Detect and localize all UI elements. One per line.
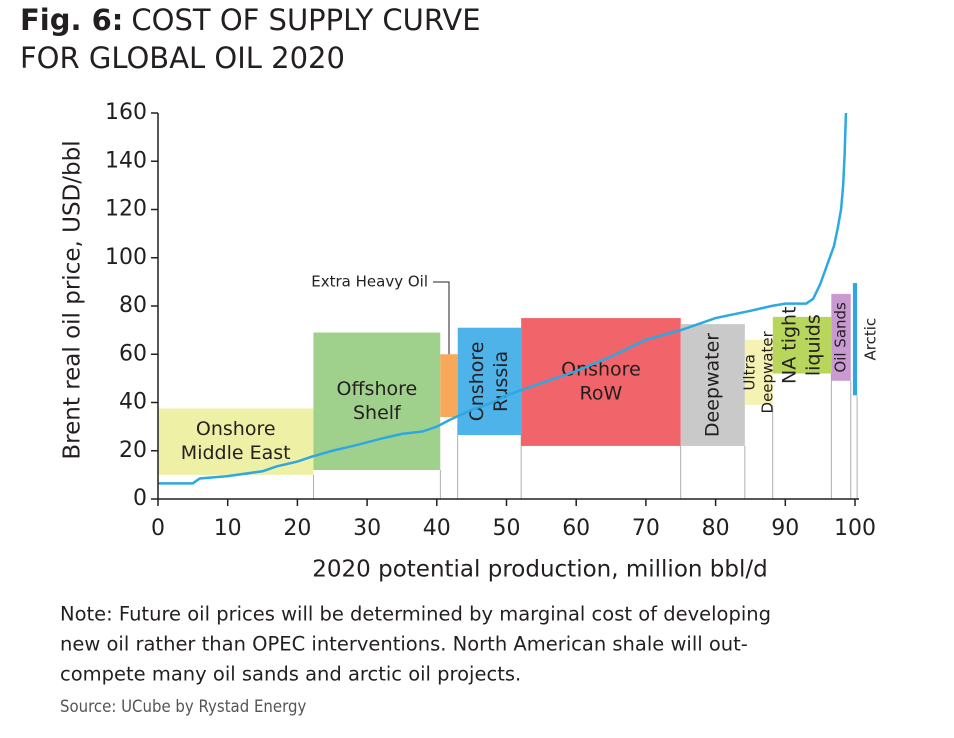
x-tick-label: 50 bbox=[493, 516, 521, 541]
x-axis-label: 2020 potential production, million bbl/d bbox=[312, 557, 767, 583]
y-tick-label: 20 bbox=[119, 438, 147, 463]
y-axis-label: Brent real oil price, USD/bbl bbox=[60, 140, 86, 459]
segment-label: Ultra bbox=[740, 354, 758, 390]
segment-box bbox=[744, 339, 773, 405]
y-tick-label: 160 bbox=[105, 100, 147, 125]
x-tick-label: 40 bbox=[423, 516, 451, 541]
segment-box bbox=[852, 283, 858, 396]
y-tick-label: 140 bbox=[105, 148, 147, 173]
segment-label: Arctic bbox=[862, 318, 880, 361]
segment-box bbox=[440, 354, 458, 417]
title-line: FOR GLOBAL OIL 2020 bbox=[20, 41, 345, 75]
segment-label: Extra Heavy Oil bbox=[311, 273, 428, 291]
segment-box bbox=[313, 332, 441, 471]
x-tick-label: 0 bbox=[151, 516, 165, 541]
segment-label: Deepwater bbox=[758, 330, 776, 413]
segment-label: Deepwater bbox=[701, 333, 723, 437]
x-tick-label: 100 bbox=[834, 516, 876, 541]
y-tick-label: 80 bbox=[119, 293, 147, 318]
segment-box bbox=[457, 327, 522, 436]
segment-box bbox=[831, 293, 851, 381]
callout-line bbox=[433, 281, 450, 355]
note-line: new oil rather than OPEC interventions. … bbox=[60, 633, 748, 656]
x-tick-label: 10 bbox=[214, 516, 242, 541]
segment-label: Offshore bbox=[337, 378, 418, 400]
x-tick-label: 70 bbox=[632, 516, 660, 541]
x-tick-label: 90 bbox=[771, 516, 799, 541]
segment-label: NA tight bbox=[779, 306, 801, 384]
y-tick-label: 60 bbox=[119, 341, 147, 366]
segment-label: Shelf bbox=[353, 402, 402, 424]
figure-label: Fig. 6: bbox=[20, 3, 123, 37]
segment-label: RoW bbox=[580, 382, 623, 404]
segment-label: Onshore bbox=[561, 358, 641, 380]
x-tick-label: 20 bbox=[283, 516, 311, 541]
segment-label: Oil Sands bbox=[832, 302, 850, 373]
segment-label: Onshore bbox=[466, 342, 488, 422]
title-line: COST OF SUPPLY CURVE bbox=[131, 3, 480, 37]
note-line: compete many oil sands and arctic oil pr… bbox=[60, 663, 521, 686]
segment-box bbox=[680, 324, 745, 446]
x-tick-label: 60 bbox=[562, 516, 590, 541]
note-line: Note: Future oil prices will be determin… bbox=[60, 603, 771, 626]
segment-box bbox=[772, 316, 832, 374]
supply-curve bbox=[158, 112, 848, 485]
y-tick-label: 0 bbox=[133, 486, 147, 511]
segment-label: Middle East bbox=[181, 442, 291, 464]
source: Source: UCube by Rystad Energy bbox=[60, 696, 306, 716]
chart-title: Fig. 6: COST OF SUPPLY CURVE bbox=[20, 3, 481, 37]
x-tick-label: 80 bbox=[702, 516, 730, 541]
y-tick-label: 120 bbox=[105, 197, 147, 222]
y-tick-label: 40 bbox=[119, 390, 147, 415]
y-tick-label: 100 bbox=[105, 245, 147, 270]
x-tick-label: 30 bbox=[353, 516, 381, 541]
segment-label: liquids bbox=[803, 314, 825, 376]
segment-label: Onshore bbox=[196, 418, 276, 440]
